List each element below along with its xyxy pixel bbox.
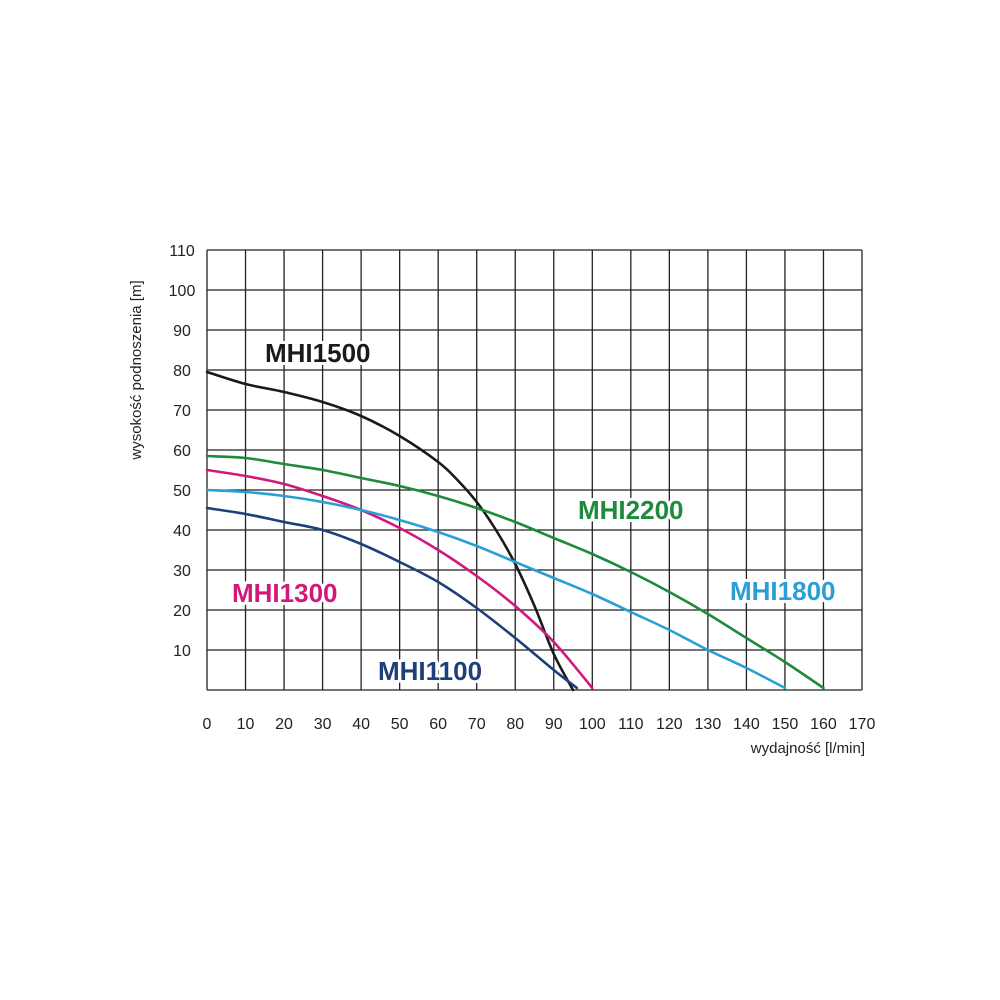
y-tick-label: 100 xyxy=(169,283,196,300)
grid xyxy=(206,249,863,691)
series-label-halo: MHI1300 xyxy=(232,578,338,608)
x-tick-label: 160 xyxy=(810,716,837,733)
y-tick-label: 30 xyxy=(173,563,191,580)
series-line-mhi2200 xyxy=(205,454,825,690)
x-tick-label: 130 xyxy=(695,716,722,733)
x-tick-label: 0 xyxy=(203,716,212,733)
series-labels: MHI1500MHI1500MHI2200MHI2200MHI1300MHI13… xyxy=(229,335,839,689)
x-tick-label: 150 xyxy=(772,716,799,733)
series-line-mhi1100 xyxy=(205,506,579,690)
y-tick-label: 80 xyxy=(173,363,191,380)
series-label-halo: MHI1800 xyxy=(730,576,836,606)
x-tick-label: 30 xyxy=(314,716,332,733)
y-tick-label: 10 xyxy=(173,643,191,660)
x-tick-label: 40 xyxy=(352,716,370,733)
y-tick-label: 70 xyxy=(173,403,191,420)
series-line-mhi1500 xyxy=(205,370,575,692)
series-line-mhi1800 xyxy=(205,488,787,690)
y-tick-label: 90 xyxy=(173,323,191,340)
x-tick-label: 140 xyxy=(733,716,760,733)
series-label-mhi1300: MHI1300 xyxy=(232,578,338,608)
series-label-mhi2200: MHI2200 xyxy=(578,495,684,525)
y-tick-label: 50 xyxy=(173,483,191,500)
x-tick-label: 110 xyxy=(618,716,644,733)
series-curves xyxy=(205,370,825,692)
x-tick-label: 80 xyxy=(506,716,524,733)
y-axis-label: wysokość podnoszenia [m] xyxy=(128,280,145,460)
x-tick-label: 170 xyxy=(849,716,876,733)
y-tick-label: 40 xyxy=(173,523,191,540)
y-tick-label: 110 xyxy=(169,243,195,260)
y-tick-label: 20 xyxy=(173,603,191,620)
x-tick-label: 10 xyxy=(237,716,255,733)
series-line-mhi1300 xyxy=(205,468,594,690)
x-tick-label: 60 xyxy=(429,716,447,733)
x-axis-label: wydajność [l/min] xyxy=(750,740,865,757)
series-label-mhi1100: MHI1100 xyxy=(378,656,482,686)
tick-labels: 0 10 20 30 40 50 60 70 80 90 100 110 120 130 140 150 160… xyxy=(169,243,876,733)
x-tick-label: 120 xyxy=(656,716,683,733)
series-label-halo: MHI1500 xyxy=(265,338,371,368)
x-tick-label: 50 xyxy=(391,716,409,733)
x-tick-label: 70 xyxy=(468,716,486,733)
y-tick-label: 60 xyxy=(173,443,191,460)
series-label-halo: MHI2200 xyxy=(578,495,684,525)
x-tick-label: 90 xyxy=(545,716,563,733)
series-label-mhi1800: MHI1800 xyxy=(730,576,836,606)
series-label-halo: MHI1100 xyxy=(378,656,482,686)
series-label-mhi1500: MHI1500 xyxy=(265,338,371,368)
x-tick-label: 20 xyxy=(275,716,293,733)
x-tick-label: 100 xyxy=(579,716,606,733)
